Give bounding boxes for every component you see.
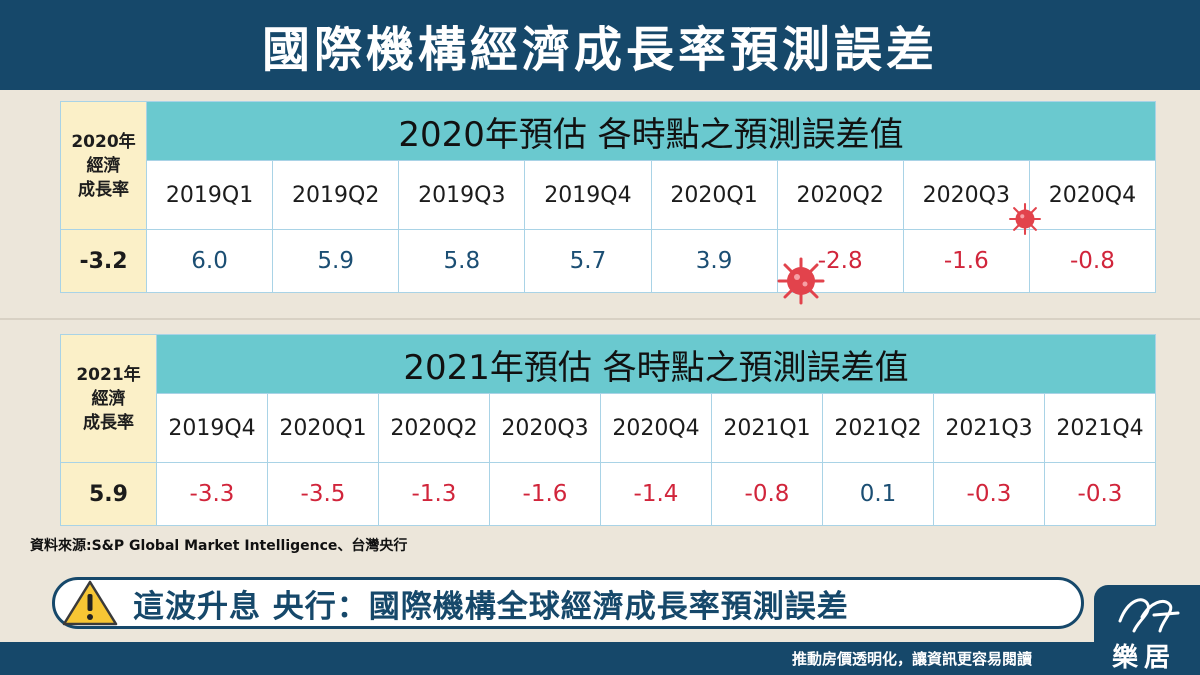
error-value-cell: 6.0 (145, 229, 274, 293)
section-divider (0, 318, 1200, 320)
error-value-cell: 5.9 (272, 229, 400, 293)
quarter-header: 2021Q4 (1044, 393, 1156, 463)
logo-text: 樂居 (1112, 643, 1177, 673)
quarter-header: 2021Q3 (933, 393, 1045, 463)
quarter-header: 2019Q3 (398, 160, 526, 230)
quarter-header: 2020Q1 (650, 160, 778, 230)
quarter-header: 2021Q2 (822, 393, 934, 463)
table-2020-title: 2020年預估 各時點之預測誤差值 (146, 101, 1156, 161)
error-value-cell: 5.7 (524, 229, 652, 293)
corner-label-2020: 2020年 經濟 成長率 (60, 101, 147, 230)
quarter-header: 2020Q2 (378, 393, 490, 463)
table-2020: 2020年 經濟 成長率 2020年預估 各時點之預測誤差值 2019Q1 20… (60, 101, 1157, 293)
headline-banner: 這波升息 央行：國際機構全球經濟成長率預測誤差 (52, 577, 1084, 629)
footer-slogan: 推動房價透明化，讓資訊更容易閱讀 (792, 650, 1033, 668)
quarter-header: 2020Q1 (267, 393, 379, 463)
quarter-header: 2019Q1 (145, 160, 274, 230)
base-growth-value: -3.2 (60, 229, 147, 293)
footer-bar (0, 642, 1200, 675)
virus-icon (777, 257, 825, 305)
quarter-header: 2020Q2 (776, 160, 904, 230)
error-value-cell: -0.3 (933, 462, 1045, 526)
table-2020-panel: 2020年 經濟 成長率 2020年預估 各時點之預測誤差值 2019Q1 20… (60, 101, 1157, 293)
quarter-header: 2019Q2 (272, 160, 400, 230)
quarter-header: 2021Q1 (711, 393, 823, 463)
page-title-bar: 國際機構經濟成長率預測誤差 (0, 0, 1200, 90)
quarter-header: 2020Q4 (1028, 160, 1157, 230)
error-value-cell: -3.3 (156, 462, 268, 526)
error-value-cell: -0.8 (711, 462, 823, 526)
error-value-cell: 3.9 (650, 229, 778, 293)
quarter-header: 2020Q4 (600, 393, 712, 463)
error-value-cell: -3.5 (267, 462, 379, 526)
quarter-header: 2020Q3 (489, 393, 601, 463)
headline-text: 這波升息 央行：國際機構全球經濟成長率預測誤差 (133, 588, 849, 625)
page-title: 國際機構經濟成長率預測誤差 (261, 22, 938, 78)
corner-label-2021: 2021年 經濟 成長率 (60, 334, 157, 463)
table-2021-panel: 2021年 經濟 成長率 2021年預估 各時點之預測誤差值 2019Q4 20… (60, 334, 1156, 526)
virus-icon (1009, 203, 1041, 235)
quarter-header: 2019Q4 (524, 160, 652, 230)
logo-mark-icon (1118, 598, 1180, 633)
brand-logo: 樂居 (1094, 585, 1200, 675)
error-value-cell: 5.8 (398, 229, 526, 293)
table-2021-title: 2021年預估 各時點之預測誤差值 (156, 334, 1156, 394)
error-value-cell: -1.6 (489, 462, 601, 526)
quarter-header: 2020Q3 (902, 160, 1030, 230)
error-value-cell: -1.6 (902, 229, 1030, 293)
error-value-cell: -0.3 (1044, 462, 1156, 526)
error-value-cell: -1.3 (378, 462, 490, 526)
warning-icon (62, 580, 118, 626)
quarter-header: 2019Q4 (156, 393, 268, 463)
error-value-cell: -0.8 (1028, 229, 1157, 293)
error-value-cell: -1.4 (600, 462, 712, 526)
source-note: 資料來源:S&P Global Market Intelligence、台灣央行 (30, 538, 408, 554)
base-growth-value: 5.9 (60, 462, 157, 526)
table-2021: 2021年 經濟 成長率 2021年預估 各時點之預測誤差值 2019Q4 20… (60, 334, 1156, 526)
error-value-cell: 0.1 (822, 462, 934, 526)
